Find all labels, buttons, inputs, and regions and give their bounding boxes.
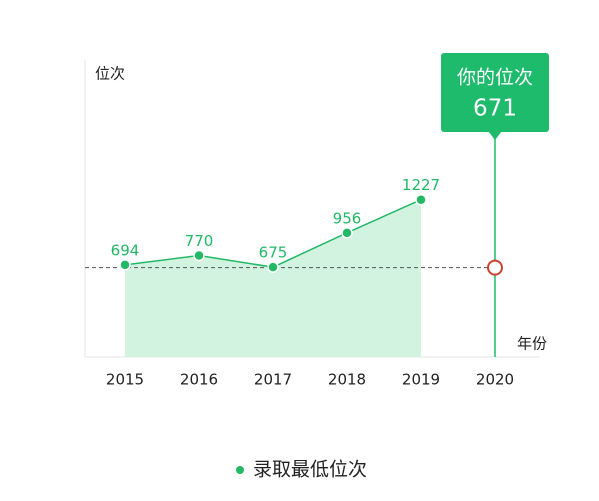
y-axis-label: 位次 [95,65,125,83]
point [341,227,353,239]
callout-box [441,53,549,132]
legend-label: 录取最低位次 [253,459,367,481]
data-label: 1227 [402,176,440,194]
point [267,261,279,273]
point [119,259,131,271]
x-tick-label: 2018 [328,371,366,389]
callout-label: 你的位次 [457,67,533,89]
x-tick-label: 2017 [254,371,292,389]
x-tick-label: 2019 [402,371,440,389]
area [125,199,421,357]
data-label: 956 [333,209,362,227]
reference-marker [487,259,503,276]
data-label: 675 [259,244,288,262]
x-axis-label: 年份 [517,335,547,353]
data-label: 770 [185,232,214,250]
x-tick-label: 2015 [106,371,144,389]
point [415,193,427,206]
callout-pointer [488,131,502,140]
point [193,249,205,262]
x-tick-label: 2016 [180,371,218,389]
data-label: 694 [111,241,140,259]
x-tick-label: 2020 [476,371,514,389]
callout-value: 671 [473,96,517,122]
legend-swatch [236,466,244,474]
